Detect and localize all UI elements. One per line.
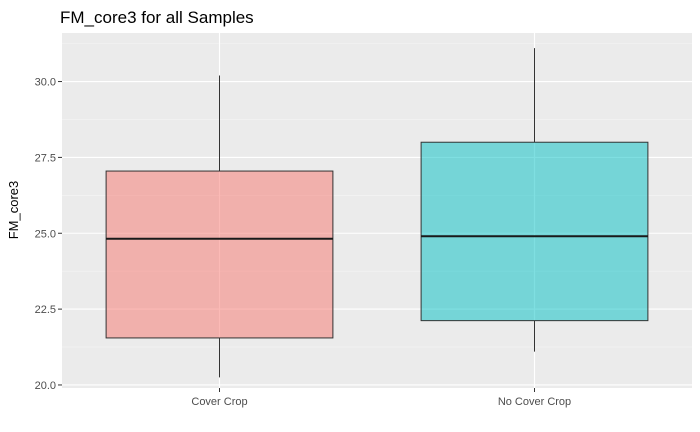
y-tick-label: 20.0 <box>35 380 56 392</box>
x-tick-label: No Cover Crop <box>498 396 571 408</box>
x-axis: Cover Crop No Cover Crop <box>191 388 571 408</box>
box-series <box>105 48 649 378</box>
box-cover-crop <box>105 75 334 378</box>
y-tick-label: 22.5 <box>35 304 56 316</box>
box-no-cover-crop <box>420 48 649 352</box>
chart-title: FM_core3 for all Samples <box>60 8 254 27</box>
x-tick-label: Cover Crop <box>191 396 247 408</box>
y-tick-label: 30.0 <box>35 77 56 89</box>
y-axis-label: FM_core3 <box>6 181 21 240</box>
box-body <box>105 170 334 339</box>
box-body <box>420 141 649 322</box>
y-tick-label: 25.0 <box>35 228 56 240</box>
y-tick-label: 27.5 <box>35 152 56 164</box>
y-axis: 20.0 22.5 25.0 27.5 30.0 <box>35 77 62 392</box>
